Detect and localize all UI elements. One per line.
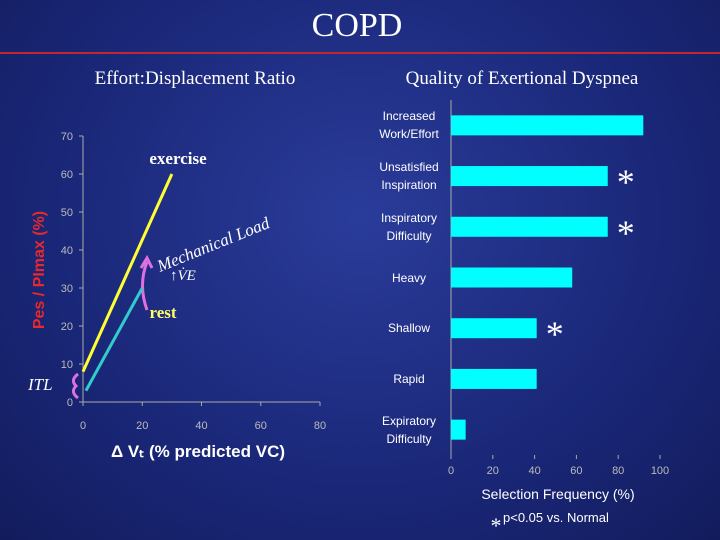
significance-marker: * (617, 162, 635, 202)
footnote: p<0.05 vs. Normal (503, 510, 609, 525)
x-tick-label: 60 (255, 420, 267, 432)
category-label: Increased Work/Effort (379, 109, 439, 142)
bar (451, 318, 537, 339)
x-tick-label: 80 (314, 420, 326, 432)
significance-marker: * (546, 314, 564, 354)
x-tick-label: 80 (612, 465, 624, 477)
bar (451, 419, 466, 440)
category-label: Expiratory Difficulty (381, 413, 437, 446)
y-tick-label: 60 (61, 169, 73, 181)
arrow-head (139, 254, 154, 269)
annotation: Mechanical Load (153, 213, 272, 276)
footnote-marker: * (491, 513, 502, 538)
x-tick-label: 60 (570, 465, 582, 477)
significance-marker: * (617, 213, 635, 253)
slide-title: COPD (312, 7, 403, 44)
category-label: Inspiratory Difficulty (380, 210, 438, 243)
y-tick-label: 50 (61, 207, 73, 219)
x-tick-label: 100 (651, 465, 669, 477)
bar (451, 115, 644, 136)
category-label: Unsatisfied Inspiration (379, 160, 439, 193)
category-label: Heavy (391, 270, 426, 285)
x-tick-label: 40 (528, 465, 540, 477)
data-line (81, 173, 174, 373)
y-tick-label: 20 (61, 321, 73, 333)
x-tick-label: 0 (448, 465, 454, 477)
category-label: Rapid (393, 371, 425, 386)
y-tick-label: 0 (67, 397, 73, 409)
chart-title: Effort:Displacement Ratio (95, 68, 296, 89)
y-tick-label: 70 (61, 131, 73, 143)
bar (451, 216, 608, 237)
y-tick-label: 30 (61, 283, 73, 295)
y-tick-label: 10 (61, 359, 73, 371)
annotation: ↑V̇E (170, 268, 196, 284)
arrow (141, 261, 149, 311)
annotation: ITL (27, 375, 53, 394)
x-tick-label: 40 (195, 420, 207, 432)
y-axis-label: Pes / PImax (%) (31, 211, 48, 329)
x-tick-label: 20 (136, 420, 148, 432)
series-label: exercise (149, 149, 207, 168)
x-axis-label: Selection Frequency (%) (481, 486, 634, 502)
chart-title: Quality of Exertional Dyspnea (406, 68, 639, 89)
bar (451, 166, 608, 187)
bar (451, 368, 537, 389)
data-line (84, 287, 144, 392)
x-tick-label: 0 (80, 420, 86, 432)
x-tick-label: 20 (487, 465, 499, 477)
category-label: Shallow (387, 321, 431, 336)
y-tick-label: 40 (61, 245, 73, 257)
brace (71, 372, 79, 400)
x-axis-label: Δ Vₜ (% predicted VC) (111, 442, 285, 461)
bar (451, 267, 573, 288)
series-label: rest (149, 303, 176, 322)
